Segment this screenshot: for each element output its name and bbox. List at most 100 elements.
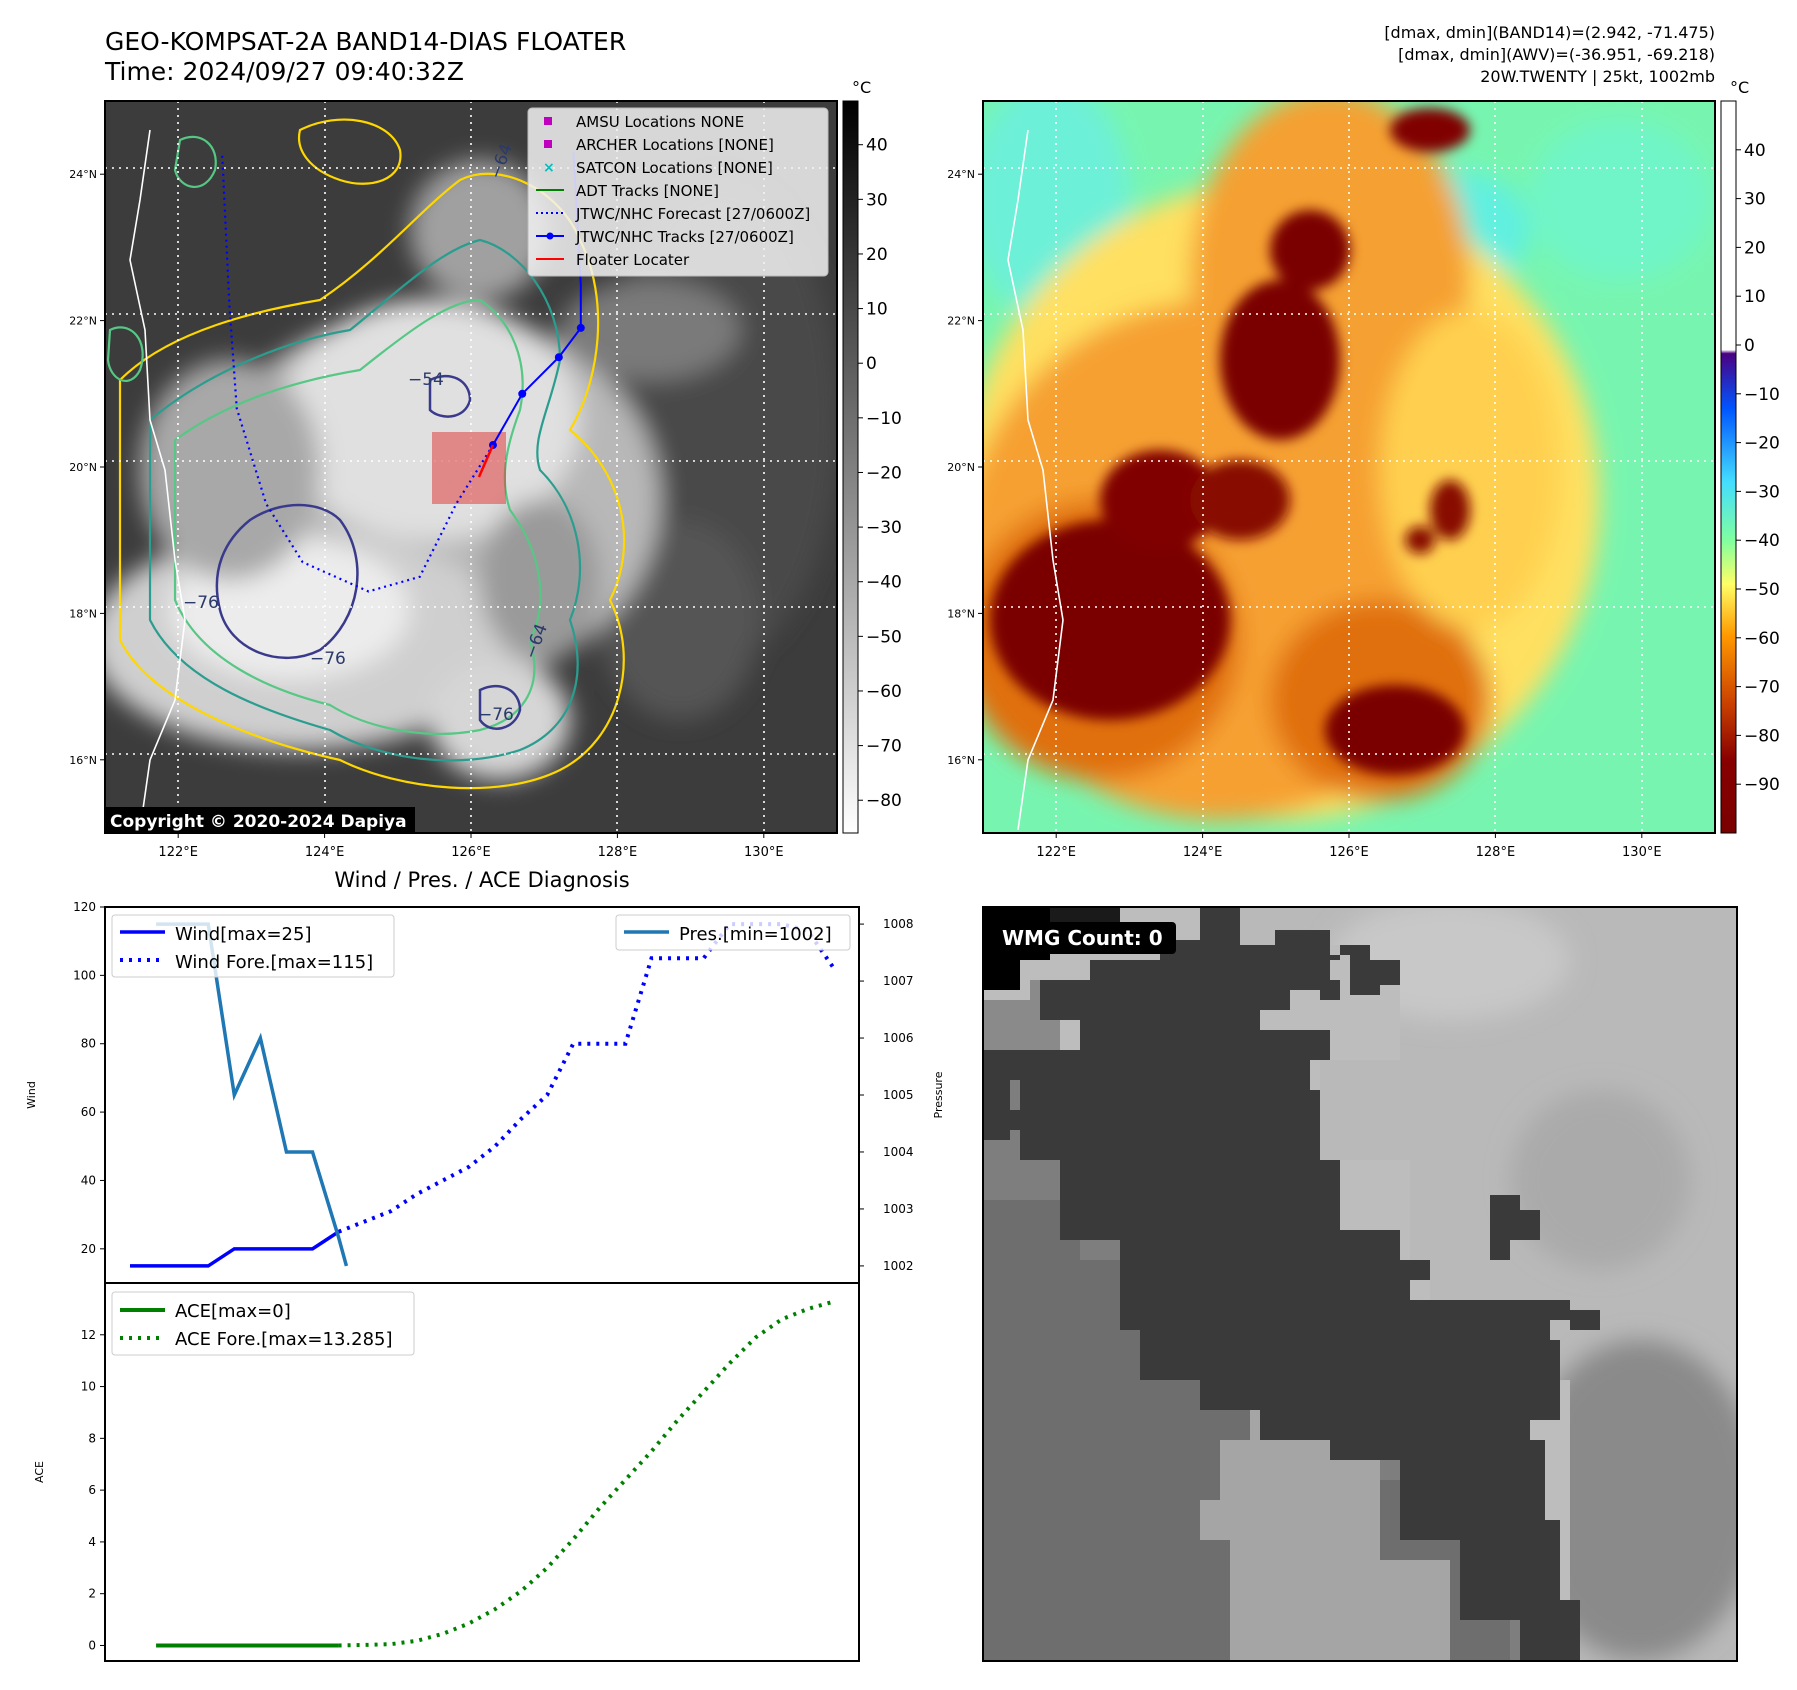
wv-cbar-tick-label: −50 <box>1744 580 1780 600</box>
wv-lat-tick-label: 22°N <box>947 315 975 328</box>
ace-ylabel: ACE <box>33 1461 46 1483</box>
track-point <box>554 353 563 362</box>
ir-cbar-tick-label: −80 <box>866 791 902 811</box>
ir-cbar-tick-label: 10 <box>866 300 888 320</box>
ir-lat-tick-label: 22°N <box>69 315 97 328</box>
forecast-track <box>221 152 494 593</box>
pres-tick-label: 1006 <box>883 1031 914 1045</box>
copyright-box <box>105 807 415 833</box>
legend-ace-fore: ACE Fore.[max=13.285] <box>175 1329 393 1350</box>
info-awv: [dmax, dmin](AWV)=(-36.951, -69.218) <box>1398 45 1715 64</box>
amsu-legend-marker <box>544 117 552 125</box>
wv-colorbar-unit: °C <box>1730 78 1749 97</box>
pres-tick-label: 1008 <box>883 917 914 931</box>
wv-cbar-tick-label: 20 <box>1744 238 1766 258</box>
wv-lon-tick-label: 124°E <box>1183 845 1223 860</box>
pres-tick-label: 1004 <box>883 1145 914 1159</box>
best-track-points <box>477 323 585 478</box>
wv-panel: 122°E 124°E 126°E 128°E 130°E 24°N 22°N 20°N 18… <box>947 78 1780 860</box>
wind-tick-label: 80 <box>81 1037 96 1051</box>
wmg-panel: WMG Count: 0 <box>982 906 1738 1662</box>
pres-tick-label: 1005 <box>883 1088 914 1102</box>
wv-cbar-tick-label: 30 <box>1744 190 1766 210</box>
wind-tick-label: 120 <box>73 900 96 914</box>
diag-title: Wind / Pres. / ACE Diagnosis <box>334 868 629 892</box>
ace-tick-label: 4 <box>88 1535 96 1549</box>
ace-tick-label: 0 <box>88 1638 96 1652</box>
pressure-ylabel: Pressure <box>932 1071 945 1118</box>
wv-colorbar-ticks: 40 30 20 10 0 −10 −20 −30 −40 −50 −60 −70 −80 −90 <box>1736 141 1780 795</box>
legend-archer: ARCHER Locations [NONE] <box>576 136 774 154</box>
ace-tick-label: 6 <box>88 1483 96 1497</box>
pres-tick-label: 1007 <box>883 974 914 988</box>
wv-cbar-tick-label: −70 <box>1744 678 1780 698</box>
ace-tick-label: 10 <box>81 1380 96 1394</box>
wv-cbar-tick-label: 0 <box>1744 336 1755 356</box>
wv-cbar-tick-label: −30 <box>1744 482 1780 502</box>
ace-legend: ACE[max=0] ACE Fore.[max=13.285] <box>111 1291 415 1356</box>
ir-lon-ticks: 122°E 124°E 126°E 128°E 130°E <box>158 833 784 860</box>
ir-legend: AMSU Locations NONE ARCHER Locations [NO… <box>527 107 829 277</box>
contour-label-5: −76 <box>478 705 514 725</box>
info-storm: 20W.TWENTY | 25kt, 1002mb <box>1480 67 1715 86</box>
track-legend-dot <box>546 232 554 240</box>
legend-forecast: JTWC/NHC Forecast [27/0600Z] <box>575 205 810 223</box>
wv-lon-tick-label: 126°E <box>1329 845 1369 860</box>
wv-lat-tick-label: 24°N <box>947 168 975 181</box>
archer-legend-marker <box>544 140 552 148</box>
wmg-count: WMG Count: 0 <box>1002 926 1163 950</box>
contour-label-2: −54 <box>408 370 444 390</box>
wmg-imagery <box>983 907 1737 1661</box>
ir-cbar-tick-label: 20 <box>866 245 888 265</box>
pressure-legend: Pres.[min=1002] <box>615 914 851 951</box>
wv-imagery <box>983 101 1715 833</box>
legend-amsu: AMSU Locations NONE <box>576 113 744 131</box>
figure-title: GEO-KOMPSAT-2A BAND14-DIAS FLOATER <box>105 27 626 56</box>
copyright-text: Copyright © 2020-2024 Dapiya <box>110 812 407 832</box>
ir-cbar-tick-label: −60 <box>866 682 902 702</box>
wind-tick-label: 60 <box>81 1105 96 1119</box>
track-point <box>518 389 527 398</box>
figure-time: Time: 2024/09/27 09:40:32Z <box>104 57 464 86</box>
wind-legend: Wind[max=25] Wind Fore.[max=115] <box>111 914 395 978</box>
wind-ylabel: Wind <box>25 1081 38 1109</box>
wv-cbar-tick-label: −90 <box>1744 775 1780 795</box>
ir-lon-tick-label: 124°E <box>305 845 345 860</box>
ace-tick-label: 2 <box>88 1587 96 1601</box>
ir-cbar-tick-label: −40 <box>866 573 902 593</box>
wv-cbar-tick-label: −10 <box>1744 385 1780 405</box>
wind-tick-label: 100 <box>73 968 96 982</box>
ace-tick-label: 8 <box>88 1431 96 1445</box>
wv-lat-tick-label: 18°N <box>947 607 975 620</box>
legend-ace: ACE[max=0] <box>175 1301 291 1322</box>
ir-lon-tick-label: 126°E <box>451 845 491 860</box>
wv-lon-tick-label: 122°E <box>1036 845 1076 860</box>
ir-cbar-tick-label: 40 <box>866 136 888 156</box>
contour-label-3: −76 <box>183 593 219 613</box>
legend-tracks: JTWC/NHC Tracks [27/0600Z] <box>575 228 794 246</box>
wv-colorbar <box>1720 100 1737 834</box>
track-point <box>576 323 585 332</box>
ir-cbar-tick-label: −50 <box>866 627 902 647</box>
legend-floater: Floater Locater <box>576 251 690 269</box>
wv-lon-tick-label: 128°E <box>1476 845 1516 860</box>
ir-colorbar <box>842 100 859 834</box>
ir-lon-tick-label: 128°E <box>598 845 638 860</box>
wv-cbar-tick-label: −80 <box>1744 726 1780 746</box>
wind-line <box>130 1230 340 1268</box>
ace-tick-label: 12 <box>81 1328 96 1342</box>
wv-lon-tick-label: 130°E <box>1622 845 1662 860</box>
info-band14: [dmax, dmin](BAND14)=(2.942, -71.475) <box>1384 23 1715 42</box>
legend-wind: Wind[max=25] <box>175 924 312 945</box>
ir-cbar-tick-label: −70 <box>866 737 902 757</box>
wind-tick-label: 40 <box>81 1173 96 1187</box>
ace-forecast-line <box>338 1299 835 1648</box>
wmg-count-box <box>994 922 1176 954</box>
wv-cbar-tick-label: 40 <box>1744 141 1766 161</box>
ir-lat-ticks: 24°N 22°N 20°N 18°N 16°N <box>69 168 105 767</box>
ir-lon-tick-label: 122°E <box>158 845 198 860</box>
wind-tick-label: 20 <box>81 1242 96 1256</box>
wv-cbar-tick-label: 10 <box>1744 287 1766 307</box>
contour-label-4: −76 <box>310 649 346 669</box>
